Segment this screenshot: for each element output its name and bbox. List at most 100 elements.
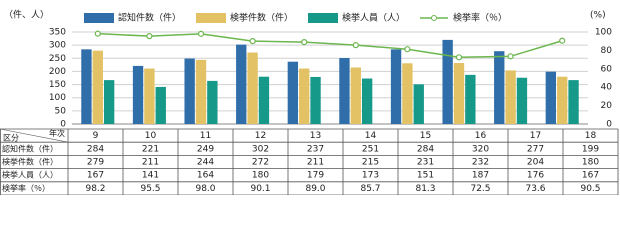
table-cell: 98.0 xyxy=(195,184,215,194)
table-category: 13 xyxy=(310,131,321,141)
table-category: 10 xyxy=(145,131,157,141)
table-cell: 90.1 xyxy=(250,184,270,194)
table-cell: 180 xyxy=(582,158,599,168)
table-cell: 284 xyxy=(87,144,104,154)
table-cell: 231 xyxy=(417,158,434,168)
bar xyxy=(103,80,115,124)
table-category: 18 xyxy=(585,131,597,141)
y-tick-label: 50 xyxy=(55,106,67,116)
y2-tick-label: 40 xyxy=(601,83,613,93)
line-marker xyxy=(94,30,101,37)
table-cell: 180 xyxy=(252,171,269,181)
legend-swatch xyxy=(84,13,114,23)
y2-tick-label: 80 xyxy=(601,46,613,56)
table-row-label: 検挙人員（人） xyxy=(2,170,58,180)
bar xyxy=(155,86,166,124)
bar xyxy=(516,77,528,124)
bar xyxy=(195,59,207,125)
line-marker xyxy=(352,42,359,49)
legend-label: 検挙率（％） xyxy=(453,12,507,24)
y-tick-label: 350 xyxy=(49,28,66,38)
y2-tick-label: 100 xyxy=(595,28,612,38)
bar xyxy=(557,76,568,124)
y-tick-label: 300 xyxy=(49,41,66,51)
line-marker xyxy=(197,30,205,37)
table-category: 11 xyxy=(200,131,211,141)
table-cell: 167 xyxy=(87,171,104,181)
table-category: 9 xyxy=(93,131,99,141)
table-cell: 179 xyxy=(307,171,324,181)
table-cell: 244 xyxy=(197,158,214,168)
chart: （件、人） (%) 0 50 100 150 200 250 300 350 0 20 40 60 80… xyxy=(0,9,619,196)
table-cell: 95.5 xyxy=(140,184,160,194)
table-cell: 176 xyxy=(527,171,544,181)
line-marker xyxy=(146,33,153,40)
table-cell: 279 xyxy=(87,158,104,168)
bar xyxy=(505,70,516,124)
table-category: 14 xyxy=(365,131,377,141)
line-marker xyxy=(249,38,256,45)
bar xyxy=(568,80,579,124)
table-category: 17 xyxy=(530,131,541,141)
y2-tick-label: 0 xyxy=(606,120,612,130)
table-cell: 211 xyxy=(142,158,159,168)
y-tick-label: 0 xyxy=(60,120,66,130)
legend-label: 検挙件数（件） xyxy=(230,12,293,24)
table-cell: 211 xyxy=(307,158,324,168)
legend-swatch xyxy=(308,13,338,23)
table-cell: 173 xyxy=(362,171,379,181)
bar xyxy=(132,65,144,124)
table-header: 年次 xyxy=(49,128,65,138)
table-cell: 237 xyxy=(307,144,324,154)
table-cell: 81.3 xyxy=(415,184,435,194)
table-cell: 302 xyxy=(252,144,269,154)
bar xyxy=(494,51,505,125)
table-cell: 232 xyxy=(472,158,489,168)
bar xyxy=(453,63,465,124)
table-cell: 90.5 xyxy=(580,184,600,194)
y-tick-label: 250 xyxy=(49,54,66,64)
y2-axis-label: (%) xyxy=(590,11,606,21)
bar xyxy=(258,76,270,124)
y2-tick-label: 60 xyxy=(601,64,613,74)
table-cell: 141 xyxy=(142,171,159,181)
table-cell: 151 xyxy=(417,171,434,181)
table-cell: 204 xyxy=(527,158,544,168)
table-diagonal xyxy=(0,128,69,143)
bar xyxy=(81,49,92,124)
bar xyxy=(310,76,321,124)
y-tick-label: 150 xyxy=(49,80,66,90)
bar xyxy=(287,61,299,124)
table-cell: 284 xyxy=(417,144,434,154)
table-header: 区分 xyxy=(3,133,19,142)
bar xyxy=(545,71,557,124)
table-row-label: 検挙件数（件） xyxy=(2,157,58,167)
bar xyxy=(442,39,453,125)
bar xyxy=(361,78,373,124)
table-cell: 199 xyxy=(582,144,599,154)
y-tick-label: 200 xyxy=(49,67,66,77)
table-row-label: 認知件数（件） xyxy=(2,143,58,153)
y-axis-label: （件、人） xyxy=(4,9,49,21)
table-cell: 215 xyxy=(362,158,379,168)
table-cell: 320 xyxy=(472,144,489,154)
table-cell: 72.5 xyxy=(470,184,490,194)
table-cell: 249 xyxy=(197,144,214,154)
bar xyxy=(184,58,195,125)
table-category: 15 xyxy=(420,131,431,141)
bar xyxy=(144,68,155,124)
bar xyxy=(299,68,310,124)
table-cell: 98.2 xyxy=(85,184,105,194)
line-marker xyxy=(301,39,308,46)
bar xyxy=(413,84,424,124)
table-category: 12 xyxy=(255,131,266,141)
table-cell: 167 xyxy=(582,171,599,181)
table-cell: 272 xyxy=(252,158,269,168)
legend-label: 認知件数（件） xyxy=(118,12,181,24)
bar xyxy=(236,44,247,124)
bar xyxy=(339,58,350,124)
line-marker xyxy=(559,37,566,44)
bar xyxy=(350,67,361,124)
table-cell: 251 xyxy=(362,144,379,154)
legend-label: 検挙人員（人） xyxy=(342,12,405,24)
